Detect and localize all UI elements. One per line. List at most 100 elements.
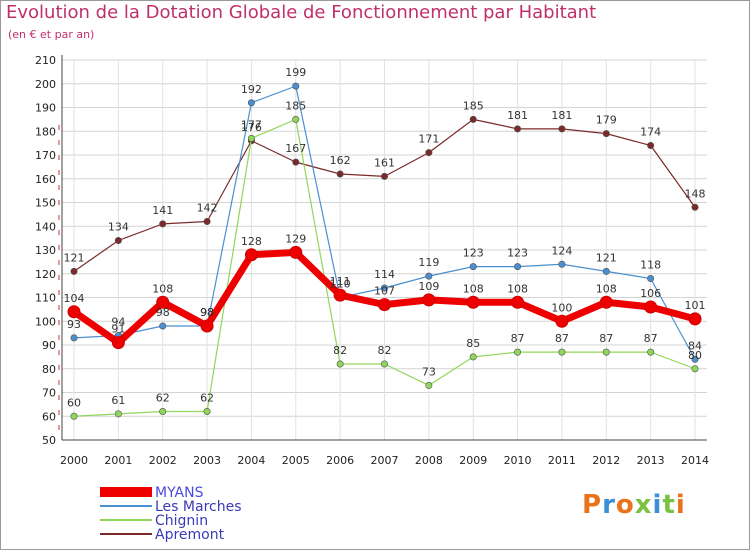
data-label: 161 [374,156,395,169]
data-label: 108 [152,282,173,295]
data-label: 62 [156,392,170,405]
data-point [599,295,613,309]
data-label: 73 [422,365,436,378]
x-tick-label: 2006 [326,454,354,467]
data-point [67,305,81,319]
data-point [70,334,78,342]
data-point [289,245,303,259]
data-label: 87 [555,332,569,345]
data-label: 185 [463,99,484,112]
data-label: 98 [200,306,214,319]
logo-letter: i [675,490,686,520]
data-point [602,267,610,275]
y-tick-label: 160 [35,173,56,186]
data-point [514,125,522,133]
data-point [558,260,566,268]
data-label: 87 [511,332,525,345]
data-point [203,407,211,415]
data-point [247,134,255,142]
data-label: 109 [418,280,439,293]
legend-label: MYANS [155,485,204,501]
data-label: 108 [596,282,617,295]
data-label: 108 [507,282,528,295]
data-point [380,360,388,368]
data-point [244,248,258,262]
data-point [200,319,214,333]
x-tick-label: 2009 [459,454,487,467]
data-point [336,360,344,368]
data-point [159,322,167,330]
data-label: 98 [200,306,214,319]
y-tick-label: 190 [35,102,56,115]
proxiti-logo: Proxiti [582,490,686,520]
data-label: 111 [330,275,351,288]
data-point [292,115,300,123]
data-point [114,410,122,418]
x-tick-label: 2011 [548,454,576,467]
data-label: 100 [551,301,572,314]
data-label: 61 [111,394,125,407]
data-point [114,237,122,245]
data-label: 82 [333,344,347,357]
data-label: 177 [241,118,262,131]
data-point [336,170,344,178]
data-point [70,267,78,275]
data-point [380,284,388,292]
data-point [111,336,125,350]
x-tick-label: 2005 [282,454,310,467]
y-tick-label: 140 [35,220,56,233]
data-point [691,203,699,211]
data-point [159,220,167,228]
y-tick-label: 200 [35,78,56,91]
logo-letter: r [602,490,616,520]
data-point [466,295,480,309]
data-label: 121 [64,251,85,264]
data-point [156,295,170,309]
x-tick-label: 2000 [60,454,88,467]
data-label: 85 [466,337,480,350]
legend-label: Apremont [155,527,225,543]
data-label: 141 [152,204,173,217]
logo-letter: t [662,490,676,520]
axes: 50 60 70 80 90 100 110 120 130 140 150 160 170 180 190… [35,54,709,467]
data-label: 148 [685,187,706,200]
logo-letter: o [615,490,635,520]
legend-label: Les Marches [155,499,242,515]
x-tick-label: 2004 [237,454,265,467]
data-point [425,149,433,157]
x-tick-label: 2010 [504,454,532,467]
data-point [292,82,300,90]
data-point [203,218,211,226]
data-point [691,355,699,363]
data-point [691,365,699,373]
data-label: 123 [463,247,484,260]
data-label: 181 [551,109,572,122]
data-labels: 121 134 141 142 176 167 162 161 171 185 181 181 179 1… [64,66,706,409]
data-label: 171 [418,133,439,146]
data-label: 119 [418,256,439,269]
data-label: 107 [374,285,395,298]
x-tick-label: 2014 [681,454,709,467]
x-tick-label: 2008 [415,454,443,467]
data-label: 199 [285,66,306,79]
legend-label: Chignin [155,513,208,529]
data-point [602,348,610,356]
data-label: 123 [507,247,528,260]
y-tick-label: 170 [35,149,56,162]
data-label: 121 [596,251,617,264]
logo-letter: i [652,490,663,520]
x-tick-label: 2003 [193,454,221,467]
data-point [555,314,569,328]
data-label: 128 [241,235,262,248]
data-label: 179 [596,114,617,127]
data-point [647,274,655,282]
data-point [469,115,477,123]
data-label: 87 [599,332,613,345]
data-label: 108 [463,282,484,295]
x-tick-label: 2002 [149,454,177,467]
data-point [647,348,655,356]
data-label: 185 [285,99,306,112]
y-tick-label: 100 [35,315,56,328]
